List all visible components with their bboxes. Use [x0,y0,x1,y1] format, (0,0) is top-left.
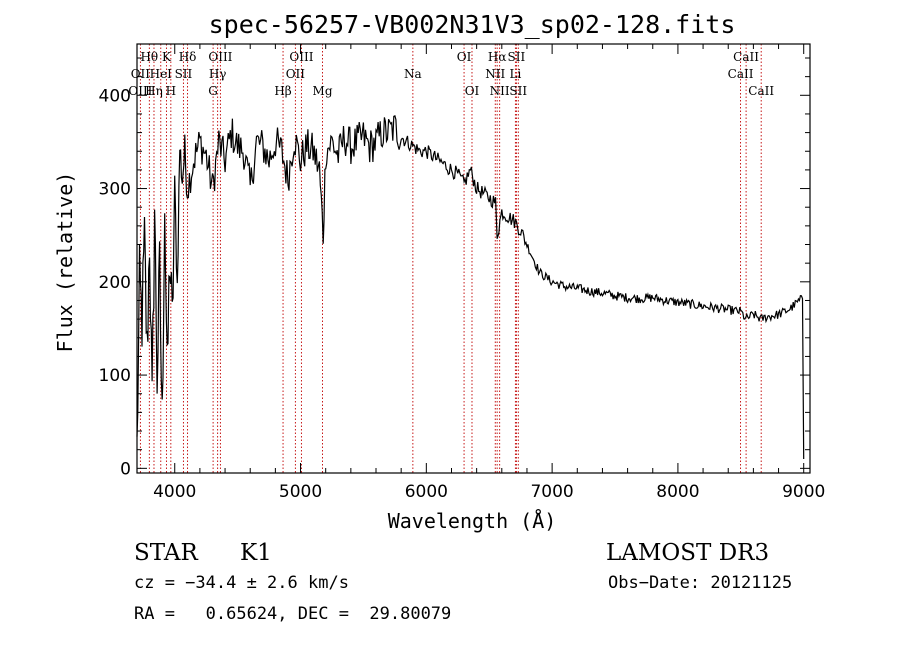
spectral-line-label: OIII [128,84,152,98]
flux-series-line [136,115,805,460]
spectral-line-label: OII [286,67,306,81]
spectral-line-label: K [162,50,172,64]
spectral-line-labels: Hθ OII OIII K HeI Hη Hδ SII H OIII Hγ G OIII OII Hβ Mg N… [128,50,774,98]
redshift-info: cz = −34.4 ± 2.6 km/s [134,573,349,593]
spectral-line-label: Hβ [274,84,291,98]
spectral-line-label: OIII [289,50,313,64]
survey-name: LAMOST DR3 [606,540,769,566]
spectral-line-markers [139,44,762,473]
x-axis-label: Wavelength (Å) [388,509,557,533]
chart-title: spec-56257-VB002N31V3_sp02-128.fits [209,10,736,39]
spectral-line-label: OIII [208,50,232,64]
x-tick-label: 5000 [279,482,322,502]
y-axis: 0 100 200 300 400 [99,57,810,479]
object-class: STAR [134,540,198,566]
spectral-line-label: OII [131,67,151,81]
spectral-line-label: Hη [145,84,163,98]
spectral-line-label: SII [508,50,526,64]
spectral-line-label: Li [509,67,521,81]
spectral-line-label: Hδ [179,50,197,64]
spectral-line-label: OI [457,50,472,64]
coordinates: RA = 0.65624, DEC = 29.80079 [134,604,451,624]
spectral-line-label: G [208,84,218,98]
spectral-line-label: Na [404,67,422,81]
y-tick-label: 200 [99,273,131,293]
spectral-line-label: NII [490,84,510,98]
spectral-line-label: Hα [488,50,507,64]
x-tick-label: 4000 [153,482,196,502]
x-axis: 4000 5000 6000 7000 8000 9000 [153,44,825,502]
y-axis-label: Flux (relative) [53,172,77,353]
spectral-line-label: Hθ [140,50,158,64]
y-tick-label: 300 [99,180,131,200]
x-tick-label: 7000 [530,482,573,502]
spectral-line-label: HeI [150,67,173,81]
y-tick-label: 100 [99,366,131,386]
spectral-line-label: H [166,84,176,98]
y-tick-label: 400 [99,86,131,106]
x-tick-label: 9000 [782,482,825,502]
spectral-line-label: SII [509,84,527,98]
spectral-line-label: Hγ [209,67,227,81]
plot-frame [136,43,811,474]
y-tick-label: 0 [120,459,131,479]
object-subclass: K1 [240,540,272,566]
spectral-line-label: NII [485,67,505,81]
spectral-line-label: CaII [733,50,759,64]
spectral-line-label: CaII [728,67,754,81]
observation-date: Obs−Date: 20121125 [608,573,792,593]
spectral-line-label: CaII [748,84,774,98]
x-tick-label: 6000 [405,482,448,502]
spectral-line-label: SII [175,67,193,81]
x-tick-label: 8000 [656,482,699,502]
spectral-line-label: Mg [313,84,333,98]
spectral-line-label: OI [465,84,480,98]
